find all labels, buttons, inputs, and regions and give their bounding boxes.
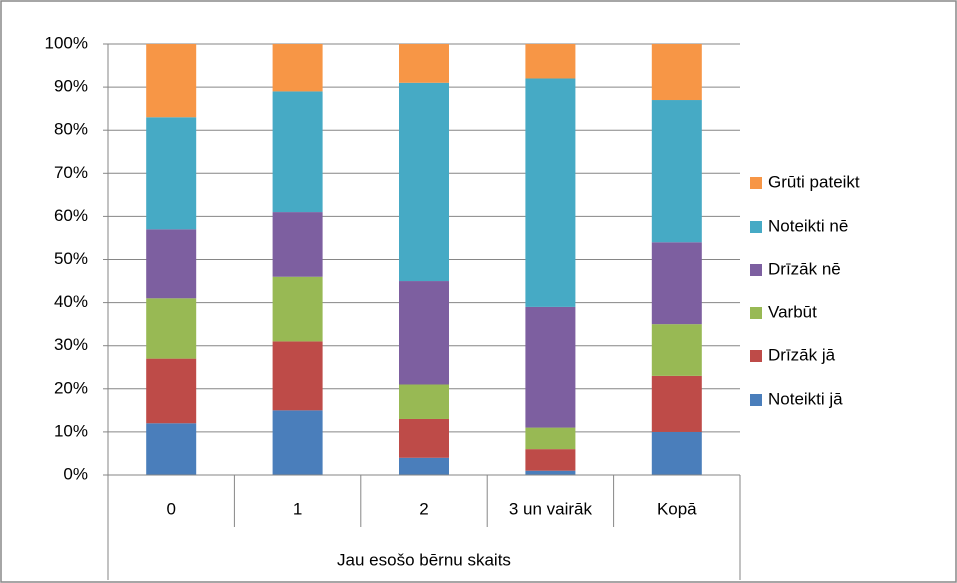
x-group-label: Jau esošo bērnu skaits <box>337 550 511 569</box>
legend-swatch <box>750 177 762 189</box>
bar-segment <box>651 375 702 432</box>
bar-segment <box>399 457 449 475</box>
y-tick-label: 20% <box>54 378 88 397</box>
x-tick-label: 0 <box>166 499 175 518</box>
legend-label: Varbūt <box>768 302 817 321</box>
legend-label: Noteikti nē <box>768 216 848 235</box>
bar-segment <box>525 44 576 79</box>
legend-swatch <box>750 264 762 276</box>
y-tick-label: 80% <box>54 120 88 139</box>
bar-segment <box>399 82 449 282</box>
x-tick-label: Kopā <box>657 499 697 518</box>
legend-swatch <box>750 307 762 319</box>
legend-label: Drīzāk jā <box>768 345 836 364</box>
bar-segment <box>146 423 197 475</box>
bar-segment <box>399 281 449 385</box>
bar-segment <box>651 100 702 243</box>
bar-segment <box>525 449 576 471</box>
y-tick-label: 0% <box>63 464 88 483</box>
bar-segment <box>146 298 197 359</box>
legend-label: Noteikti jā <box>768 389 843 408</box>
bar-segment <box>272 341 323 411</box>
bar-segment <box>272 276 323 342</box>
legend-swatch <box>750 394 762 406</box>
bar-segment <box>146 117 197 230</box>
bar-segment <box>651 242 702 325</box>
bar-segment <box>651 44 702 101</box>
x-tick-label: 3 un vairāk <box>509 499 593 518</box>
y-tick-label: 50% <box>54 249 88 268</box>
bar-segment <box>272 44 323 92</box>
bar-segment <box>399 44 449 83</box>
y-tick-label: 10% <box>54 421 88 440</box>
legend-label: Grūti pateikt <box>768 172 860 191</box>
bar-segment <box>399 384 449 419</box>
bar-segment <box>525 427 576 450</box>
bar-segment <box>525 306 576 428</box>
legend-swatch <box>750 221 762 233</box>
bar-segment <box>146 229 197 299</box>
bar-segment <box>399 418 449 458</box>
y-tick-label: 100% <box>45 33 88 52</box>
bar-segment <box>525 470 576 475</box>
bar-segment <box>651 324 702 376</box>
bar-segment <box>272 212 323 277</box>
y-tick-label: 30% <box>54 335 88 354</box>
y-tick-label: 60% <box>54 206 88 225</box>
x-tick-label: 2 <box>419 499 428 518</box>
bar-segment <box>651 431 702 475</box>
legend-label: Drīzāk nē <box>768 259 841 278</box>
y-tick-label: 90% <box>54 77 88 96</box>
bar-segment <box>146 44 197 118</box>
bar-segment <box>146 358 197 424</box>
bar-segment <box>272 410 323 475</box>
y-tick-label: 70% <box>54 163 88 182</box>
legend-swatch <box>750 350 762 362</box>
y-tick-label: 40% <box>54 292 88 311</box>
x-tick-label: 1 <box>293 499 302 518</box>
bar-segment <box>525 78 576 307</box>
bar-segment <box>272 91 323 213</box>
